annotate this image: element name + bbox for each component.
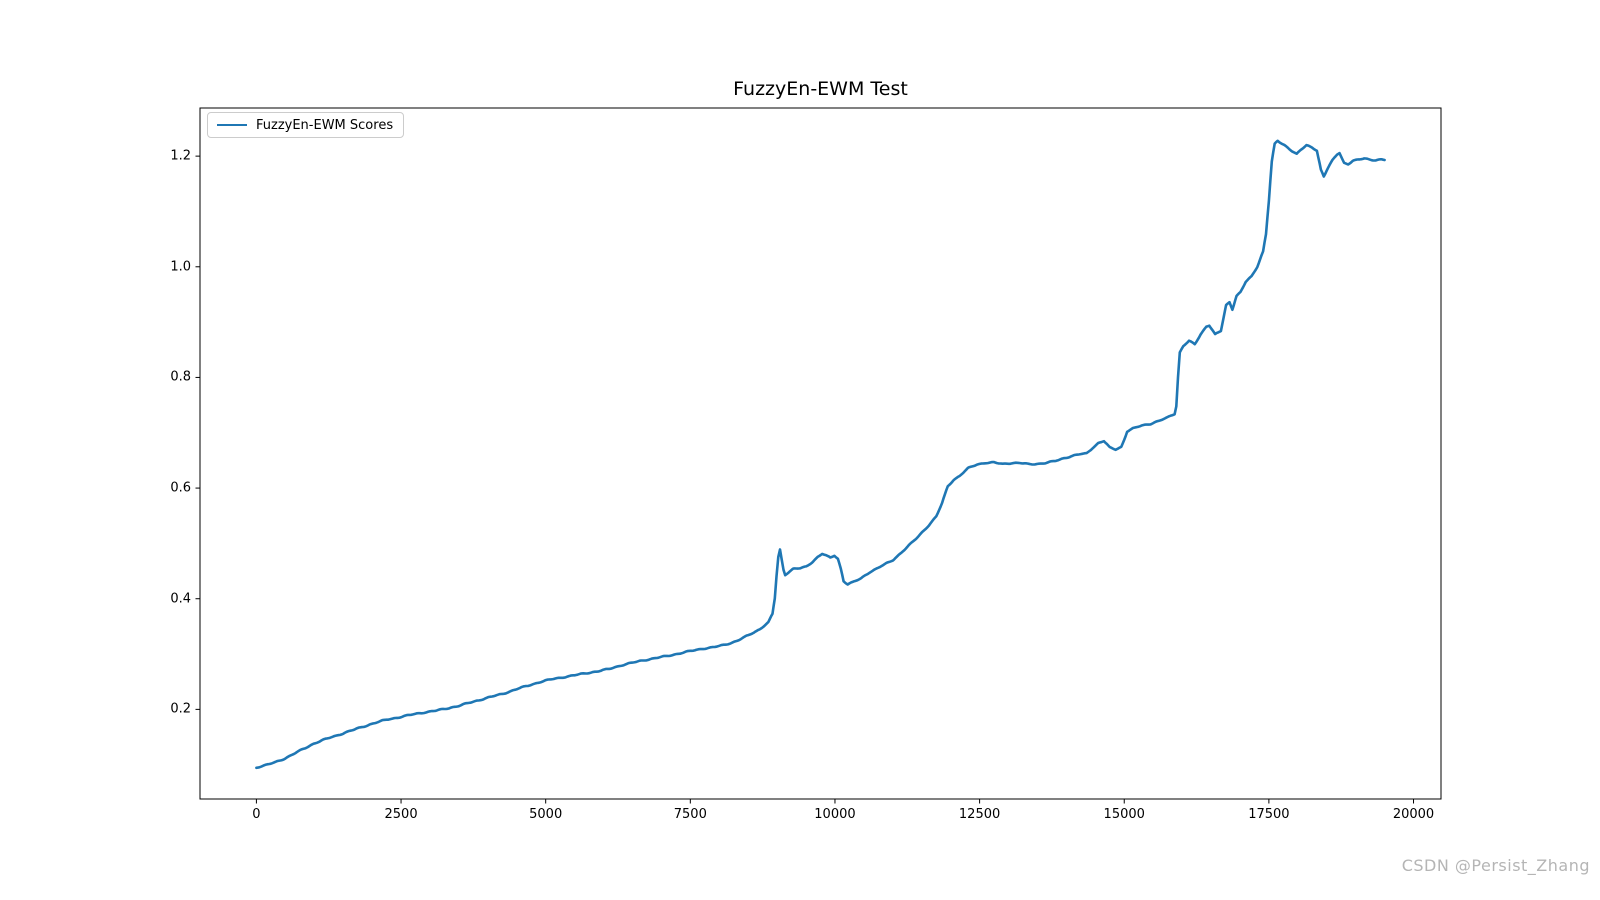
axes-frame bbox=[199, 107, 1442, 800]
x-tick-label: 10000 bbox=[814, 807, 856, 822]
legend-line-sample-icon bbox=[217, 124, 247, 126]
y-tick-label: 1.2 bbox=[170, 148, 191, 164]
x-tick-label: 20000 bbox=[1392, 807, 1435, 822]
x-tick-label: 5000 bbox=[529, 807, 563, 822]
x-tick-label: 12500 bbox=[958, 807, 1001, 822]
x-tick-label: 7500 bbox=[673, 807, 707, 822]
y-tick-label: 0.6 bbox=[170, 480, 191, 496]
legend: FuzzyEn-EWM Scores bbox=[207, 112, 405, 138]
watermark: CSDN @Persist_Zhang bbox=[1401, 856, 1590, 875]
legend-label: FuzzyEn-EWM Scores bbox=[256, 117, 394, 133]
y-tick-label: 1.0 bbox=[170, 259, 191, 275]
x-tick-label: 2500 bbox=[384, 807, 418, 822]
x-tick-label: 0 bbox=[252, 807, 261, 822]
series-line bbox=[255, 139, 1386, 770]
chart-title: FuzzyEn-EWM Test bbox=[733, 78, 908, 100]
x-tick-label: 15000 bbox=[1103, 807, 1145, 822]
y-tick-label: 0.4 bbox=[170, 591, 191, 607]
y-tick-label: 0.2 bbox=[170, 701, 191, 717]
x-tick-label: 17500 bbox=[1248, 807, 1290, 822]
y-tick-label: 0.8 bbox=[170, 369, 191, 385]
